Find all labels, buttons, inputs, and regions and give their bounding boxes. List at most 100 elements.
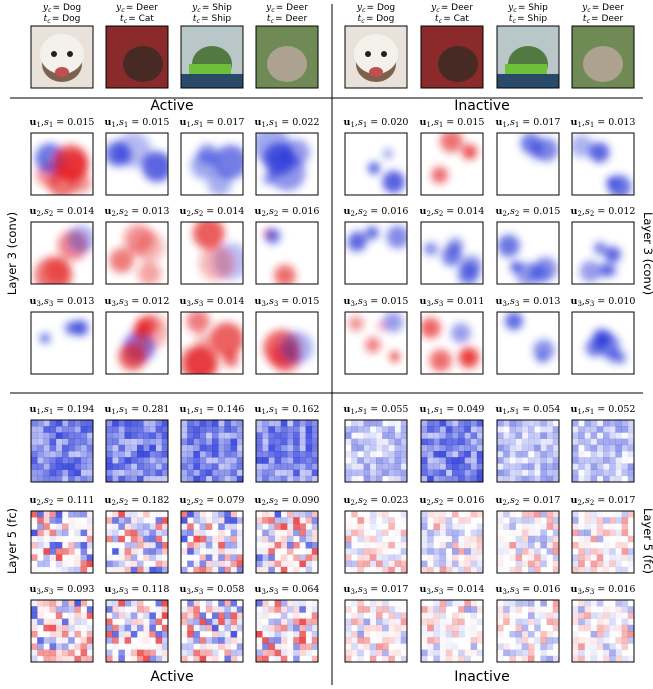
blob — [382, 148, 394, 159]
heatmap-cell — [584, 554, 591, 561]
heatmap-cell — [509, 612, 516, 619]
vector-symbol: u — [255, 584, 262, 595]
heatmap-cell — [293, 523, 300, 530]
heatmap-cell — [74, 451, 81, 458]
caption: u1,s1 = 0.015 — [420, 117, 485, 129]
heatmap-cell — [534, 643, 541, 650]
heatmap-cell — [357, 426, 364, 433]
heatmap-cell — [230, 475, 238, 482]
heatmap-cell — [464, 475, 471, 482]
heatmap-cell — [280, 432, 288, 439]
heatmap-cell — [262, 426, 269, 433]
equals: = — [522, 296, 530, 307]
heatmap-cell — [497, 542, 504, 549]
heatmap-cell — [293, 566, 300, 573]
heatmap-cell — [149, 457, 156, 464]
heatmap-cell — [55, 420, 63, 427]
heatmap-cell — [452, 457, 459, 464]
heatmap-cell — [293, 469, 300, 477]
blob — [497, 234, 520, 257]
heatmap-cell — [124, 511, 132, 518]
heatmap-cell — [299, 438, 306, 446]
heatmap-cell — [572, 637, 579, 644]
heatmap-cell — [376, 457, 383, 464]
singular-value: 0.194 — [67, 404, 94, 415]
subscript: c — [513, 6, 517, 14]
heatmap-cell — [280, 529, 288, 537]
heatmap-cell — [299, 457, 306, 464]
heatmap-cell — [364, 600, 371, 607]
blob — [589, 142, 610, 163]
heatmap-cell — [212, 469, 219, 477]
heatmap-cell — [615, 600, 622, 607]
subscript: 1 — [502, 121, 506, 129]
heatmap-cell — [118, 432, 125, 439]
heatmap-cell — [615, 475, 622, 482]
heatmap-cell — [205, 444, 213, 452]
heatmap-cell — [68, 517, 75, 524]
heatmap-cell — [212, 566, 219, 573]
caption: u3,s3 = 0.064 — [255, 584, 320, 596]
heatmap-cell — [280, 655, 288, 662]
heatmap-cell — [274, 618, 282, 626]
heatmap-cell — [37, 637, 44, 644]
heatmap-cell — [521, 542, 529, 549]
heatmap-cell — [74, 463, 81, 470]
heatmap-cell — [155, 612, 163, 619]
heatmap-cell — [603, 444, 610, 452]
heatmap-cell — [268, 548, 275, 555]
heatmap-cell — [280, 560, 288, 568]
heatmap-cell — [382, 612, 389, 619]
heatmap-cell — [187, 600, 194, 607]
heatmap-cell — [236, 457, 243, 464]
heatmap-cell — [445, 469, 453, 477]
heatmap-cell — [31, 475, 38, 482]
heatmap-cell — [80, 469, 88, 477]
input-image — [105, 25, 169, 89]
heatmap-cell — [627, 475, 634, 482]
image-detail — [181, 74, 243, 88]
heatmap-cell — [68, 643, 75, 650]
heatmap-cell — [584, 517, 591, 524]
heatmap-cell — [49, 649, 57, 657]
heatmap-cell — [262, 649, 269, 657]
heatmap-cell — [521, 517, 529, 524]
heatmap-cell — [572, 554, 579, 561]
heatmap-cell — [62, 542, 69, 549]
heatmap-cell — [345, 542, 352, 549]
heatmap-cell — [293, 420, 300, 427]
heatmap-cell — [357, 517, 364, 524]
blobs — [263, 228, 296, 284]
separator: , — [116, 206, 119, 217]
heatmap — [256, 312, 318, 374]
heatmap-cell — [552, 655, 559, 662]
subscript: 1 — [274, 408, 278, 416]
heatmap-cell — [224, 432, 231, 439]
heatmap-cell — [161, 432, 168, 439]
heatmap-cell — [590, 438, 598, 446]
heatmap-cell — [452, 612, 459, 619]
heatmap — [31, 222, 93, 284]
heatmap-cell — [521, 426, 529, 433]
subscript: 2 — [515, 210, 519, 218]
heatmap-cell — [268, 426, 275, 433]
subscript: 3 — [426, 300, 430, 308]
heatmap-border — [496, 132, 560, 196]
heatmap-cell — [311, 535, 318, 543]
symbol: y — [581, 3, 588, 13]
heatmap-cell — [218, 600, 225, 607]
heatmap-cell — [357, 548, 364, 555]
heatmap-cell — [394, 463, 402, 470]
heatmap-cell — [274, 535, 282, 543]
blobs — [348, 312, 404, 362]
heatmap-cell — [62, 606, 69, 613]
heatmap-cell — [497, 656, 504, 663]
heatmap-cell — [609, 554, 616, 561]
heatmap-cell — [68, 432, 75, 439]
heatmap-cell — [86, 535, 93, 543]
image-object — [267, 46, 307, 82]
heatmap-border — [30, 132, 94, 196]
heatmap-cell — [345, 606, 352, 613]
heatmap-cell — [155, 548, 163, 555]
heatmap-cell — [439, 438, 447, 446]
